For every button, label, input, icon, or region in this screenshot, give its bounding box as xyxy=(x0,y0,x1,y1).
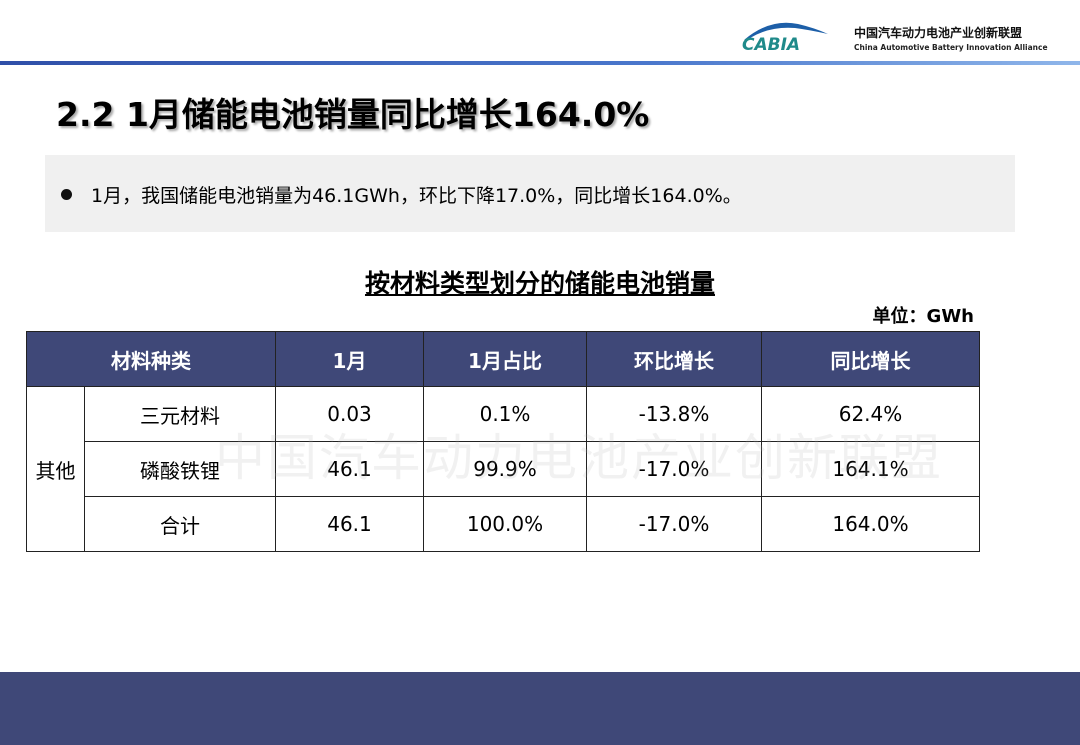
col-header-jan: 1月 xyxy=(275,331,424,387)
col-header-mom: 环比增长 xyxy=(586,331,762,387)
col-header-type: 材料种类 xyxy=(26,331,276,387)
footer-band xyxy=(0,672,1080,745)
cabia-logo: CABIA xyxy=(742,22,828,52)
share-cell: 100.0% xyxy=(423,496,587,552)
group-cell: 其他 xyxy=(26,386,85,552)
jan-cell: 46.1 xyxy=(275,496,424,552)
bullet-icon xyxy=(61,189,72,200)
yoy-cell: 62.4% xyxy=(761,386,980,442)
table-row: 其他 三元材料 0.03 0.1% -13.8% 62.4% xyxy=(26,386,980,552)
table-row: 磷酸铁锂 46.1 99.9% -17.0% 164.1% xyxy=(27,441,980,497)
jan-cell: 0.03 xyxy=(275,386,424,442)
table-title-text: 按材料类型划分的储能电池销量 xyxy=(364,269,715,298)
type-cell: 合计 xyxy=(84,496,276,552)
jan-cell: 46.1 xyxy=(275,441,424,497)
table-row: 合计 46.1 100.0% -17.0% 164.0% xyxy=(27,496,980,552)
share-cell: 0.1% xyxy=(423,386,587,442)
summary-box: 1月，我国储能电池销量为46.1GWh，环比下降17.0%，同比增长164.0%… xyxy=(45,155,1015,232)
mom-cell: -17.0% xyxy=(586,496,762,552)
org-name-en: China Automotive Battery Innovation Alli… xyxy=(854,43,1048,52)
mom-cell: -13.8% xyxy=(586,386,762,442)
summary-text: 1月，我国储能电池销量为46.1GWh，环比下降17.0%，同比增长164.0%… xyxy=(91,185,742,207)
page-title: 2.2 1月储能电池销量同比增长164.0% xyxy=(56,95,650,134)
type-cell: 磷酸铁锂 xyxy=(84,441,276,497)
org-name-cn: 中国汽车动力电池产业创新联盟 xyxy=(854,26,1023,40)
share-cell: 99.9% xyxy=(423,441,587,497)
table-title: 按材料类型划分的储能电池销量 xyxy=(0,264,1080,300)
svg-text:CABIA: CABIA xyxy=(742,35,800,52)
mom-cell: -17.0% xyxy=(586,441,762,497)
unit-label: 单位：GWh xyxy=(872,306,974,327)
sales-table: 材料种类 1月 1月占比 环比增长 同比增长 其他 三元材料 0.03 0.1%… xyxy=(26,331,980,552)
col-header-yoy: 同比增长 xyxy=(761,331,980,387)
header-divider xyxy=(0,61,1080,65)
org-name: 中国汽车动力电池产业创新联盟 China Automotive Battery … xyxy=(854,24,1048,52)
yoy-cell: 164.1% xyxy=(761,441,980,497)
yoy-cell: 164.0% xyxy=(761,496,980,552)
table-header-row: 材料种类 1月 1月占比 环比增长 同比增长 xyxy=(26,331,980,387)
col-header-share: 1月占比 xyxy=(423,331,587,387)
type-cell: 三元材料 xyxy=(84,386,276,442)
